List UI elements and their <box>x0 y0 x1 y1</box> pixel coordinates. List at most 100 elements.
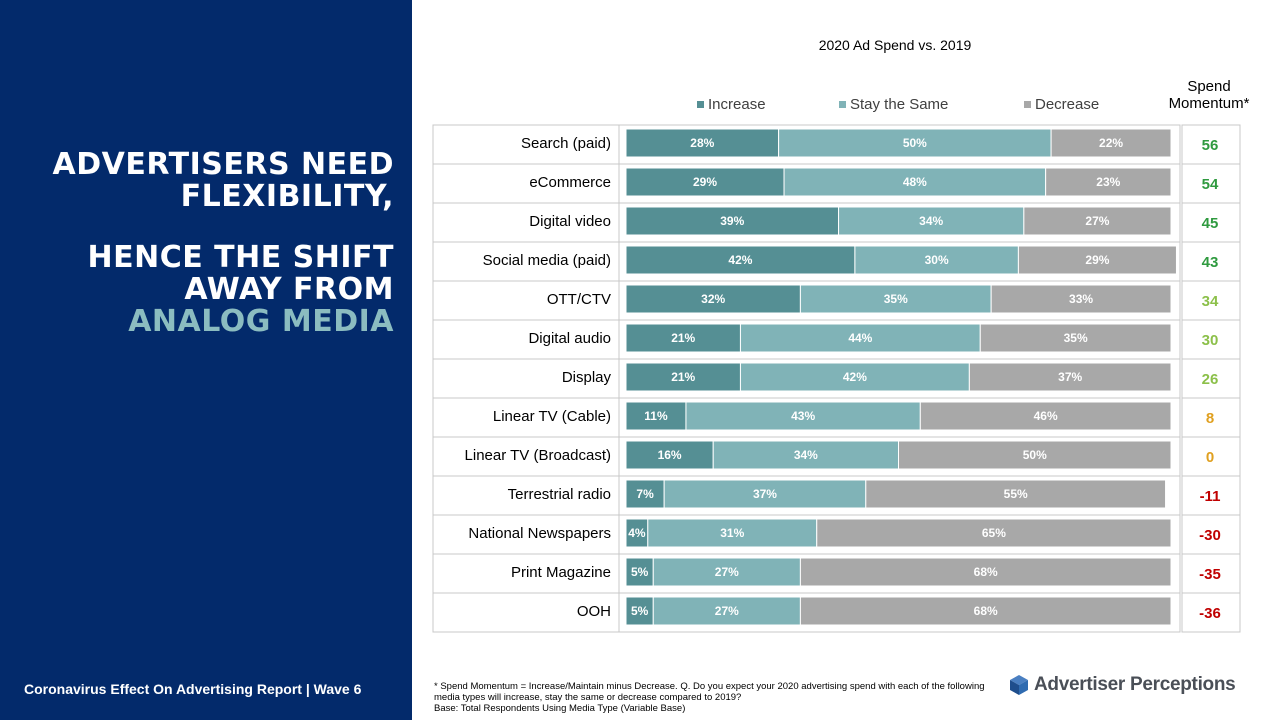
category-label-national-newspapers: National Newspapers <box>468 525 611 542</box>
data-label-decrease-ecommerce: 23% <box>1096 175 1120 189</box>
data-label-decrease-linear-tv-cable: 46% <box>1034 409 1058 423</box>
category-label-ecommerce: eCommerce <box>529 174 611 191</box>
bar-increase-linear-tv-cable <box>625 401 687 431</box>
bar-decrease-terrestrial-radio <box>865 479 1167 509</box>
bar-increase-digital-video <box>625 206 840 236</box>
momentum-value-ecommerce: 54 <box>1202 176 1219 193</box>
data-label-stay-search-paid: 50% <box>903 136 927 150</box>
legend-swatch-increase <box>697 100 704 108</box>
data-label-increase-ecommerce: 29% <box>693 175 717 189</box>
bar-decrease-print-magazine <box>799 557 1172 587</box>
footnote-definition: * Spend Momentum = Increase/Maintain min… <box>434 681 985 703</box>
category-label-ooh: OOH <box>577 603 611 620</box>
bar-increase-social-media-paid <box>625 245 856 275</box>
data-label-decrease-print-magazine: 68% <box>974 565 998 579</box>
category-label-ott-ctv: OTT/CTV <box>547 291 611 308</box>
data-label-decrease-national-newspapers: 65% <box>982 526 1006 540</box>
brand-logo: Advertiser Perceptions <box>1008 674 1236 696</box>
bar-stay-search-paid <box>778 128 1052 158</box>
data-label-decrease-digital-audio: 35% <box>1064 331 1088 345</box>
category-label-linear-tv-cable: Linear TV (Cable) <box>493 408 611 425</box>
data-label-stay-national-newspapers: 31% <box>720 526 744 540</box>
bar-decrease-ecommerce <box>1045 167 1172 197</box>
bar-decrease-social-media-paid <box>1017 245 1177 275</box>
momentum-value-ott-ctv: 34 <box>1202 293 1219 310</box>
data-label-stay-ooh: 27% <box>715 604 739 618</box>
data-label-stay-print-magazine: 27% <box>715 565 739 579</box>
headline: ADVERTISERS NEED FLEXIBILITY, HENCE THE … <box>14 149 394 338</box>
bar-stay-print-magazine <box>652 557 801 587</box>
legend-item-stay: Stay the Same <box>839 95 948 113</box>
bar-stay-display <box>739 362 970 392</box>
legend-item-increase: Increase <box>697 95 766 113</box>
momentum-value-digital-audio: 30 <box>1202 332 1219 349</box>
data-label-decrease-ooh: 68% <box>974 604 998 618</box>
bar-increase-ooh <box>625 596 654 626</box>
momentum-value-digital-video: 45 <box>1202 215 1219 232</box>
footnote: * Spend Momentum = Increase/Maintain min… <box>434 681 994 714</box>
data-label-increase-ooh: 5% <box>631 604 649 618</box>
momentum-value-display: 26 <box>1202 371 1219 388</box>
bar-decrease-national-newspapers <box>816 518 1172 548</box>
data-label-decrease-display: 37% <box>1058 370 1082 384</box>
data-label-increase-linear-tv-cable: 11% <box>644 409 668 423</box>
legend-label-decrease: Decrease <box>1035 95 1100 113</box>
data-label-decrease-social-media-paid: 29% <box>1085 253 1109 267</box>
report-name: Coronavirus Effect On Advertising Report… <box>24 681 362 697</box>
bar-stay-terrestrial-radio <box>663 479 867 509</box>
data-label-stay-ecommerce: 48% <box>903 175 927 189</box>
data-label-increase-display: 21% <box>671 370 695 384</box>
bar-increase-display <box>625 362 741 392</box>
data-label-decrease-linear-tv-broadcast: 50% <box>1023 448 1047 462</box>
chart-title: 2020 Ad Spend vs. 2019 <box>818 37 972 53</box>
data-label-decrease-ott-ctv: 33% <box>1069 292 1093 306</box>
momentum-value-print-magazine: -35 <box>1199 566 1221 583</box>
brand-name: Advertiser Perceptions <box>1034 674 1236 695</box>
category-label-display: Display <box>562 369 612 386</box>
bar-decrease-search-paid <box>1050 128 1172 158</box>
data-label-increase-digital-video: 39% <box>720 214 744 228</box>
bar-increase-linear-tv-broadcast <box>625 440 714 470</box>
momentum-value-linear-tv-broadcast: 0 <box>1206 449 1214 466</box>
legend-item-decrease: Decrease <box>1024 95 1099 113</box>
category-label-print-magazine: Print Magazine <box>511 564 611 581</box>
data-label-increase-linear-tv-broadcast: 16% <box>658 448 682 462</box>
category-label-search-paid: Search (paid) <box>521 135 611 152</box>
bar-decrease-digital-video <box>1023 206 1172 236</box>
legend-swatch-decrease <box>1024 100 1031 108</box>
headline-line-5: ANALOG MEDIA <box>128 304 394 339</box>
category-label-social-media-paid: Social media (paid) <box>483 252 611 269</box>
bar-increase-digital-audio <box>625 323 741 353</box>
data-label-stay-display: 42% <box>843 370 867 384</box>
headline-line-2: FLEXIBILITY, <box>180 179 394 214</box>
data-label-increase-terrestrial-radio: 7% <box>636 487 654 501</box>
legend-label-increase: Increase <box>708 95 766 113</box>
bar-stay-linear-tv-broadcast <box>712 440 900 470</box>
bar-decrease-ott-ctv <box>990 284 1172 314</box>
data-label-increase-digital-audio: 21% <box>671 331 695 345</box>
bar-increase-ott-ctv <box>625 284 801 314</box>
bar-decrease-linear-tv-broadcast <box>898 440 1172 470</box>
data-label-stay-social-media-paid: 30% <box>925 253 949 267</box>
bar-stay-digital-audio <box>739 323 981 353</box>
headline-line-1: ADVERTISERS NEED <box>52 147 394 182</box>
momentum-value-ooh: -36 <box>1199 605 1221 622</box>
momentum-value-linear-tv-cable: 8 <box>1206 410 1214 427</box>
momentum-value-social-media-paid: 43 <box>1202 254 1219 271</box>
headline-line-4: AWAY FROM <box>184 272 394 307</box>
bar-decrease-ooh <box>799 596 1172 626</box>
momentum-value-terrestrial-radio: -11 <box>1200 488 1221 505</box>
bar-stay-social-media-paid <box>854 245 1019 275</box>
data-label-stay-digital-video: 34% <box>919 214 943 228</box>
category-label-terrestrial-radio: Terrestrial radio <box>508 486 611 503</box>
bar-decrease-display <box>968 362 1172 392</box>
momentum-value-national-newspapers: -30 <box>1199 527 1221 544</box>
bar-stay-ott-ctv <box>799 284 992 314</box>
momentum-header-label: Spend Momentum* <box>1168 78 1250 112</box>
bar-stay-ooh <box>652 596 801 626</box>
data-label-decrease-digital-video: 27% <box>1085 214 1109 228</box>
sidebar-panel: ADVERTISERS NEED FLEXIBILITY, HENCE THE … <box>0 0 412 720</box>
data-label-increase-search-paid: 28% <box>690 136 714 150</box>
headline-line-3: HENCE THE SHIFT <box>87 240 394 275</box>
